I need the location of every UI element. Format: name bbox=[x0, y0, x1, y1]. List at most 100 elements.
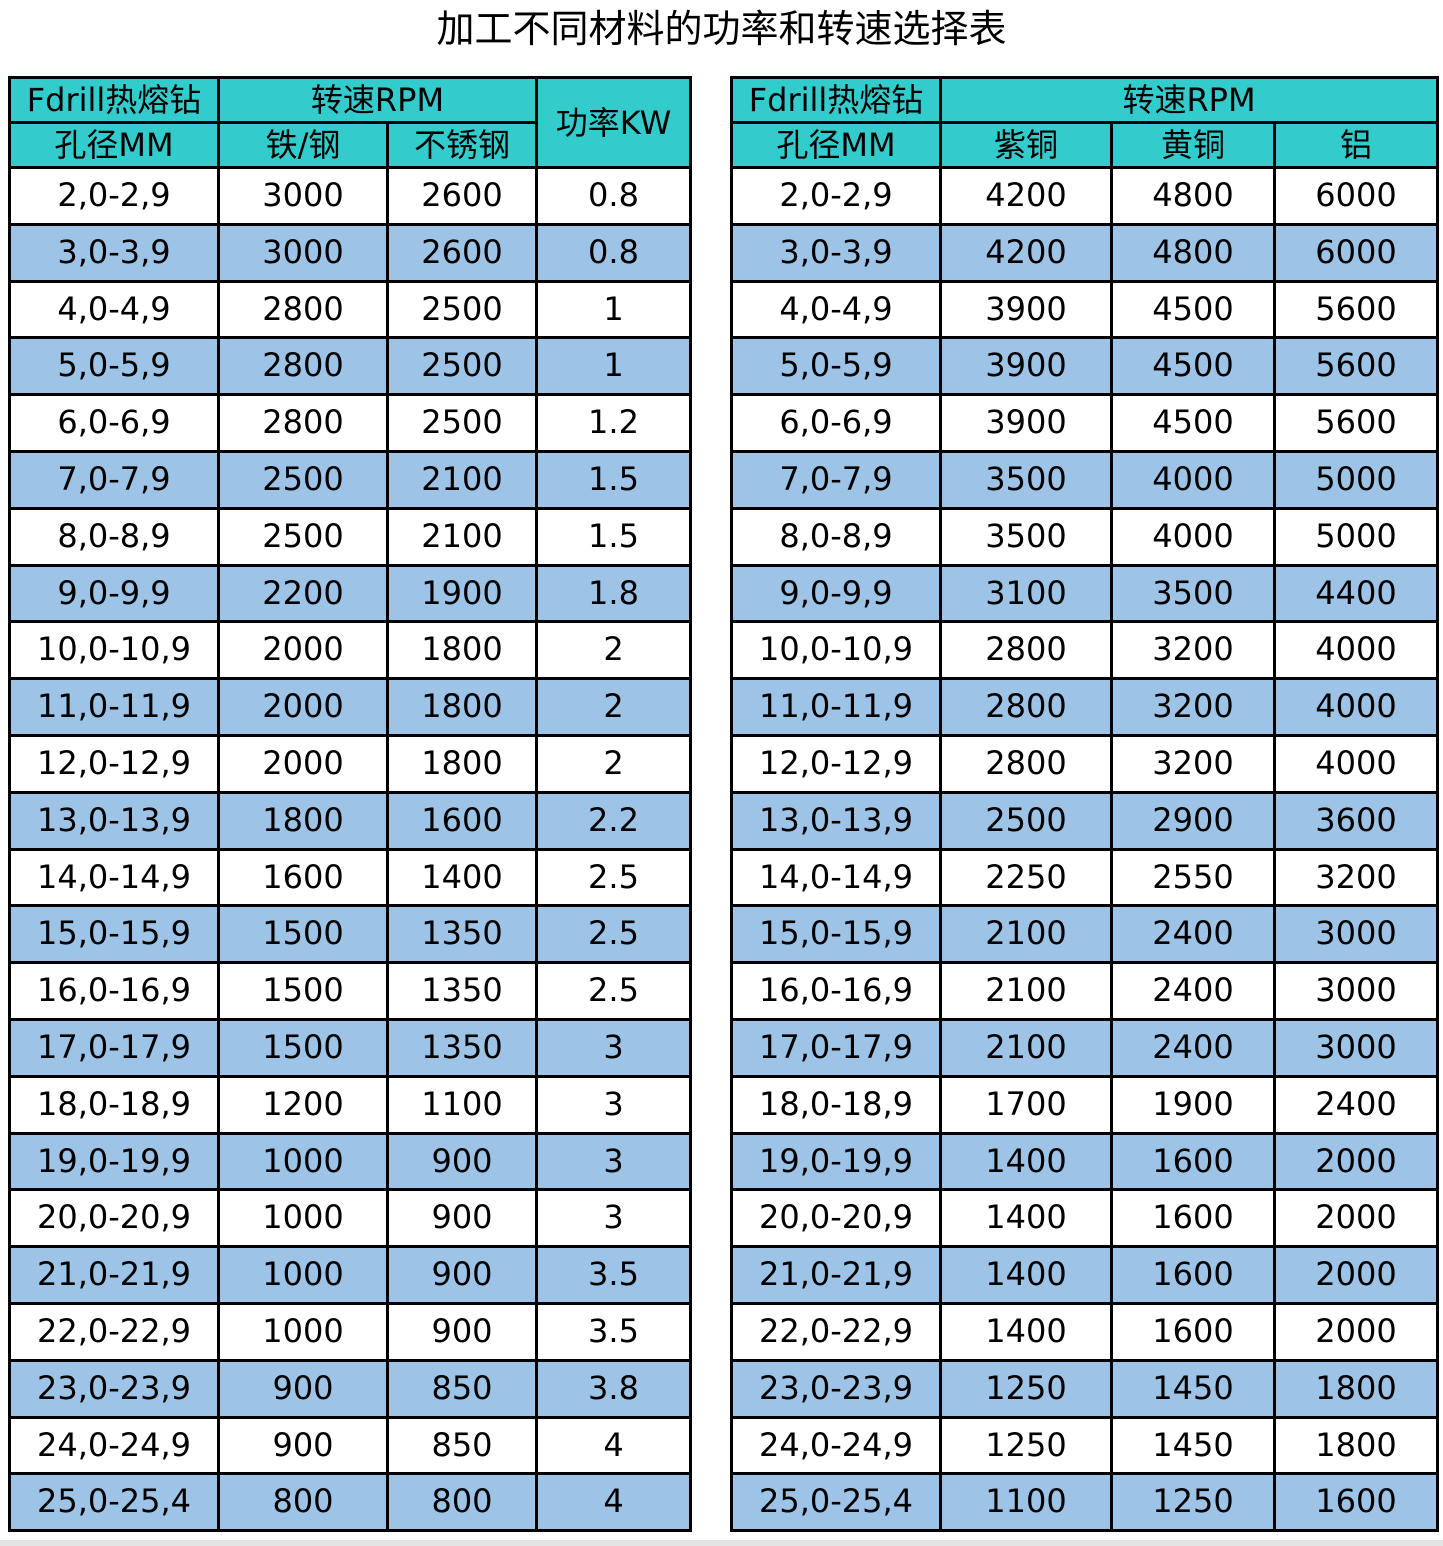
table-row: 13,0-13,9 2500 2900 3600 bbox=[730, 790, 1440, 851]
header-rpm: 转速RPM bbox=[217, 76, 538, 124]
diameter-cell: 22,0-22,9 bbox=[730, 1301, 942, 1362]
diameter-cell: 17,0-17,9 bbox=[730, 1017, 942, 1078]
diameter-cell: 23,0-23,9 bbox=[8, 1358, 220, 1419]
table-row: 22,0-22,9 1400 1600 2000 bbox=[730, 1301, 1440, 1362]
table-row: 16,0-16,9 2100 2400 3000 bbox=[730, 961, 1440, 1021]
stainless-rpm-cell: 1800 bbox=[386, 677, 538, 737]
power-cell: 2.5 bbox=[535, 847, 692, 908]
diameter-cell: 15,0-15,9 bbox=[8, 904, 220, 965]
diameter-cell: 3,0-3,9 bbox=[730, 222, 942, 283]
table-row: 7,0-7,9 2500 2100 1.5 bbox=[8, 449, 692, 510]
diameter-cell: 19,0-19,9 bbox=[730, 1131, 942, 1192]
table-row: 10,0-10,9 2800 3200 4000 bbox=[730, 620, 1440, 681]
diameter-cell: 20,0-20,9 bbox=[730, 1188, 942, 1249]
table-row: 25,0-25,4 800 800 4 bbox=[8, 1472, 692, 1533]
copper-rpm-cell: 3900 bbox=[939, 393, 1113, 453]
header-power: 功率KW bbox=[535, 76, 692, 169]
diameter-cell: 11,0-11,9 bbox=[730, 677, 942, 737]
header-diameter-line1: Fdrill热熔钻 bbox=[8, 76, 220, 124]
table-row: 11,0-11,9 2800 3200 4000 bbox=[730, 677, 1440, 737]
iron-steel-rpm-cell: 2800 bbox=[217, 279, 389, 340]
brass-rpm-cell: 4500 bbox=[1110, 336, 1276, 397]
copper-rpm-cell: 1400 bbox=[939, 1188, 1113, 1249]
diameter-cell: 4,0-4,9 bbox=[730, 279, 942, 340]
brass-rpm-cell: 2400 bbox=[1110, 1017, 1276, 1078]
table-row: 16,0-16,9 1500 1350 2.5 bbox=[8, 961, 692, 1021]
copper-rpm-cell: 4200 bbox=[939, 166, 1113, 226]
diameter-cell: 16,0-16,9 bbox=[8, 961, 220, 1021]
brass-rpm-cell: 4800 bbox=[1110, 222, 1276, 283]
iron-steel-rpm-cell: 2000 bbox=[217, 733, 389, 794]
copper-rpm-cell: 2100 bbox=[939, 1017, 1113, 1078]
stainless-rpm-cell: 900 bbox=[386, 1245, 538, 1305]
copper-rpm-cell: 1700 bbox=[939, 1074, 1113, 1135]
power-cell: 2.5 bbox=[535, 904, 692, 965]
table-row: 3,0-3,9 3000 2600 0.8 bbox=[8, 222, 692, 283]
copper-rpm-cell: 3500 bbox=[939, 506, 1113, 567]
header-brass: 黄铜 bbox=[1110, 121, 1276, 169]
table-row: 4,0-4,9 3900 4500 5600 bbox=[730, 279, 1440, 340]
copper-rpm-cell: 1400 bbox=[939, 1301, 1113, 1362]
power-cell: 1.5 bbox=[535, 449, 692, 510]
power-cell: 0.8 bbox=[535, 166, 692, 226]
brass-rpm-cell: 1600 bbox=[1110, 1131, 1276, 1192]
table-row: 12,0-12,9 2800 3200 4000 bbox=[730, 733, 1440, 794]
aluminum-rpm-cell: 2000 bbox=[1272, 1131, 1440, 1192]
diameter-cell: 5,0-5,9 bbox=[730, 336, 942, 397]
stainless-rpm-cell: 850 bbox=[386, 1415, 538, 1476]
aluminum-rpm-cell: 3000 bbox=[1272, 1017, 1440, 1078]
table-row: 8,0-8,9 3500 4000 5000 bbox=[730, 506, 1440, 567]
copper-rpm-cell: 2100 bbox=[939, 904, 1113, 965]
stainless-rpm-cell: 850 bbox=[386, 1358, 538, 1419]
stainless-rpm-cell: 2600 bbox=[386, 222, 538, 283]
iron-steel-rpm-cell: 1500 bbox=[217, 1017, 389, 1078]
table-row: 4,0-4,9 2800 2500 1 bbox=[8, 279, 692, 340]
aluminum-rpm-cell: 1600 bbox=[1272, 1472, 1440, 1533]
iron-steel-rpm-cell: 1200 bbox=[217, 1074, 389, 1135]
aluminum-rpm-cell: 4400 bbox=[1272, 563, 1440, 624]
power-cell: 1.5 bbox=[535, 506, 692, 567]
aluminum-rpm-cell: 2000 bbox=[1272, 1188, 1440, 1249]
table-row: 15,0-15,9 1500 1350 2.5 bbox=[8, 904, 692, 965]
table-row: 14,0-14,9 1600 1400 2.5 bbox=[8, 847, 692, 908]
table-row: 7,0-7,9 3500 4000 5000 bbox=[730, 449, 1440, 510]
diameter-cell: 21,0-21,9 bbox=[730, 1245, 942, 1305]
diameter-cell: 21,0-21,9 bbox=[8, 1245, 220, 1305]
iron-steel-rpm-cell: 2500 bbox=[217, 449, 389, 510]
aluminum-rpm-cell: 5000 bbox=[1272, 449, 1440, 510]
iron-steel-rpm-cell: 900 bbox=[217, 1415, 389, 1476]
table-row: 6,0-6,9 3900 4500 5600 bbox=[730, 393, 1440, 453]
table-row: 23,0-23,9 1250 1450 1800 bbox=[730, 1358, 1440, 1419]
brass-rpm-cell: 4800 bbox=[1110, 166, 1276, 226]
table-row: 18,0-18,9 1200 1100 3 bbox=[8, 1074, 692, 1135]
diameter-cell: 20,0-20,9 bbox=[8, 1188, 220, 1249]
diameter-cell: 8,0-8,9 bbox=[8, 506, 220, 567]
diameter-cell: 9,0-9,9 bbox=[730, 563, 942, 624]
stainless-rpm-cell: 1800 bbox=[386, 620, 538, 681]
copper-rpm-cell: 3100 bbox=[939, 563, 1113, 624]
table-row: 14,0-14,9 2250 2550 3200 bbox=[730, 847, 1440, 908]
power-cell: 0.8 bbox=[535, 222, 692, 283]
aluminum-rpm-cell: 6000 bbox=[1272, 222, 1440, 283]
diameter-cell: 12,0-12,9 bbox=[8, 733, 220, 794]
header-aluminum: 铝 bbox=[1272, 121, 1440, 169]
power-cell: 2.5 bbox=[535, 961, 692, 1021]
diameter-cell: 10,0-10,9 bbox=[8, 620, 220, 681]
iron-steel-rpm-cell: 2800 bbox=[217, 393, 389, 453]
aluminum-rpm-cell: 3000 bbox=[1272, 904, 1440, 965]
table-row: 24,0-24,9 1250 1450 1800 bbox=[730, 1415, 1440, 1476]
diameter-cell: 2,0-2,9 bbox=[730, 166, 942, 226]
stainless-rpm-cell: 1800 bbox=[386, 733, 538, 794]
diameter-cell: 14,0-14,9 bbox=[730, 847, 942, 908]
diameter-cell: 24,0-24,9 bbox=[730, 1415, 942, 1476]
table-row: 15,0-15,9 2100 2400 3000 bbox=[730, 904, 1440, 965]
iron-steel-rpm-cell: 1800 bbox=[217, 790, 389, 851]
stainless-rpm-cell: 2100 bbox=[386, 506, 538, 567]
table-row: 23,0-23,9 900 850 3.8 bbox=[8, 1358, 692, 1419]
aluminum-rpm-cell: 2400 bbox=[1272, 1074, 1440, 1135]
stainless-rpm-cell: 900 bbox=[386, 1188, 538, 1249]
table-row: 3,0-3,9 4200 4800 6000 bbox=[730, 222, 1440, 283]
power-cell: 3.5 bbox=[535, 1301, 692, 1362]
aluminum-rpm-cell: 5000 bbox=[1272, 506, 1440, 567]
brass-rpm-cell: 3200 bbox=[1110, 733, 1276, 794]
